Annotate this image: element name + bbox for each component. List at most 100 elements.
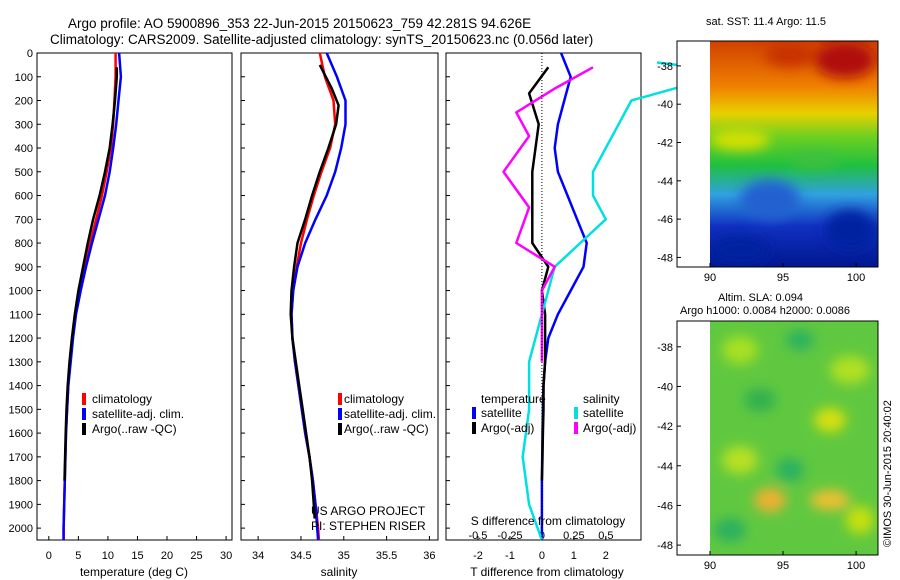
x-tick-label: 2 <box>603 550 609 562</box>
sla-map-subtitle: Argo h1000: 0.0084 h2000: 0.0086 <box>680 305 850 317</box>
series-line-salinity-argo-adj- <box>502 66 594 362</box>
depth-tick-label: 1800 <box>9 476 33 488</box>
depth-tick-label: 900 <box>15 262 33 274</box>
depth-tick-label: 1700 <box>9 452 33 464</box>
legend-label-argo: Argo(..raw -QC) <box>344 422 429 436</box>
legend-swatch-climatology <box>82 393 86 405</box>
sla-map-border <box>676 320 879 556</box>
map-y-tick-label: -44 <box>657 461 673 473</box>
depth-tick-label: 100 <box>15 72 33 84</box>
profile-lines <box>62 52 735 541</box>
depth-tick-label: 800 <box>15 238 33 250</box>
x-tick-label: 1 <box>571 550 577 562</box>
legend-swatch-argo <box>82 423 86 435</box>
series-line-satellite-adj-clim- <box>290 52 347 541</box>
difference-legend: temperature satellite Argo(-adj) salinit… <box>472 392 636 435</box>
sla-map-axes: 90 95 100 -38 -40 -42 -44 -46 -48 <box>657 342 865 572</box>
series-line-climatology <box>62 53 117 540</box>
sst-map-border <box>676 40 879 268</box>
depth-tick-label: 1200 <box>9 333 33 345</box>
legend-swatch-satellite <box>338 408 342 420</box>
map-y-tick-label: -40 <box>657 99 673 111</box>
x-tick-label: 20 <box>161 550 173 562</box>
x-tick-label: 34 <box>252 550 264 562</box>
depth-axis: 0 100 200 300 400 500 600 700 800 900 1000 1100 1200… <box>9 48 450 535</box>
map-y-tick-label: -42 <box>657 421 673 433</box>
salinity-legend: climatology satellite-adj. clim. Argo(..… <box>338 392 436 436</box>
depth-tick-label: 700 <box>15 214 33 226</box>
legend-swatch-climatology <box>338 393 342 405</box>
map-y-tick-label: -44 <box>657 176 673 188</box>
depth-tick-label: 400 <box>15 143 33 155</box>
x-tick-label: 25 <box>190 550 202 562</box>
depth-tick-label: 200 <box>15 96 33 108</box>
depth-tick-label: 600 <box>15 191 33 203</box>
legend-label-climatology: climatology <box>92 392 152 406</box>
depth-tick-label: 1100 <box>9 309 33 321</box>
legend-swatch-sal-argo <box>574 422 578 434</box>
legend-label-temp-argo: Argo(-adj) <box>481 421 534 435</box>
legend-label-temp-satellite: satellite <box>481 406 522 420</box>
series-line-argo-raw-qc- <box>289 64 340 519</box>
depth-tick-label: 1600 <box>9 428 33 440</box>
map-x-tick-label: 100 <box>847 560 865 572</box>
salinity-panel <box>240 52 439 541</box>
x-tick-label: 34.5 <box>290 550 311 562</box>
difference-xlabel: T difference from climatology <box>470 565 624 579</box>
series-line-climatology <box>290 52 337 541</box>
sla-heatmap <box>710 321 878 555</box>
series-line-temperature-satellite <box>540 52 588 540</box>
x2-tick-label: 0.25 <box>563 530 584 542</box>
legend-label-argo: Argo(..raw -QC) <box>92 422 177 436</box>
map-x-tick-label: 90 <box>704 560 716 572</box>
depth-tick-label: 0 <box>27 48 33 60</box>
map-x-tick-label: 95 <box>777 560 789 572</box>
legend-label-climatology: climatology <box>344 392 404 406</box>
series-line-temperature-argo-adj- <box>527 66 550 481</box>
depth-tick-label: 1500 <box>9 404 33 416</box>
salinity-difference-xlabel: S difference from climatology <box>471 514 626 528</box>
sst-map-title: sat. SST: 11.4 Argo: 11.5 <box>706 16 826 28</box>
map-y-tick-label: -42 <box>657 138 673 150</box>
series-line-argo-raw-qc- <box>63 67 119 481</box>
legend-swatch-satellite <box>82 408 86 420</box>
legend-label-sal-satellite: satellite <box>583 406 624 420</box>
depth-tick-label: 1400 <box>9 381 33 393</box>
series-line-salinity-satellite <box>521 61 735 541</box>
map-y-tick-label: -38 <box>657 61 673 73</box>
x-tick-label: 35.5 <box>376 550 397 562</box>
temperature-panel <box>36 52 233 541</box>
depth-tick-label: 500 <box>15 167 33 179</box>
map-x-tick-label: 90 <box>704 272 716 284</box>
map-x-tick-label: 100 <box>847 272 865 284</box>
legend-swatch-sal-satellite <box>574 407 578 419</box>
depth-tick-label: 1900 <box>9 499 33 511</box>
legend-swatch-temp-argo <box>472 422 476 434</box>
legend-title-temperature: temperature <box>481 392 546 406</box>
legend-label-satellite: satellite-adj. clim. <box>344 407 436 421</box>
x-tick-label: 36 <box>423 550 435 562</box>
legend-swatch-temp-satellite <box>472 407 476 419</box>
map-x-tick-label: 95 <box>777 272 789 284</box>
imos-stamp: ©IMOS 30-Jun-2015 20:40:02 <box>882 400 894 547</box>
x-tick-label: 15 <box>131 550 143 562</box>
map-y-tick-label: -48 <box>657 252 673 264</box>
x2-tick-label: 0.5 <box>598 530 613 542</box>
sla-map-title: Altim. SLA: 0.094 <box>718 292 803 304</box>
map-y-tick-label: -48 <box>657 540 673 552</box>
pi-credit: PI: STEPHEN RISER <box>311 519 426 533</box>
depth-tick-label: 1000 <box>9 286 33 298</box>
x2-tick-label: -0.25 <box>497 530 522 542</box>
depth-tick-label: 1300 <box>9 357 33 369</box>
project-credit: US ARGO PROJECT <box>311 504 426 518</box>
depth-tick-label: 300 <box>15 119 33 131</box>
x-axes: 0 5 10 15 20 25 30 34 34.5 35 35.5 36 -2 -1 0 1 2 -0.5 -0.… <box>46 530 614 562</box>
x-tick-label: -1 <box>505 550 515 562</box>
header-line1: Argo profile: AO 5900896_353 22-Jun-2015… <box>68 16 531 31</box>
legend-label-satellite: satellite-adj. clim. <box>92 407 184 421</box>
sst-heatmap <box>710 41 878 267</box>
map-y-tick-label: -46 <box>657 214 673 226</box>
legend-title-salinity: salinity <box>583 392 620 406</box>
salinity-xlabel: salinity <box>321 565 358 579</box>
x2-tick-label: -0.5 <box>468 530 487 542</box>
